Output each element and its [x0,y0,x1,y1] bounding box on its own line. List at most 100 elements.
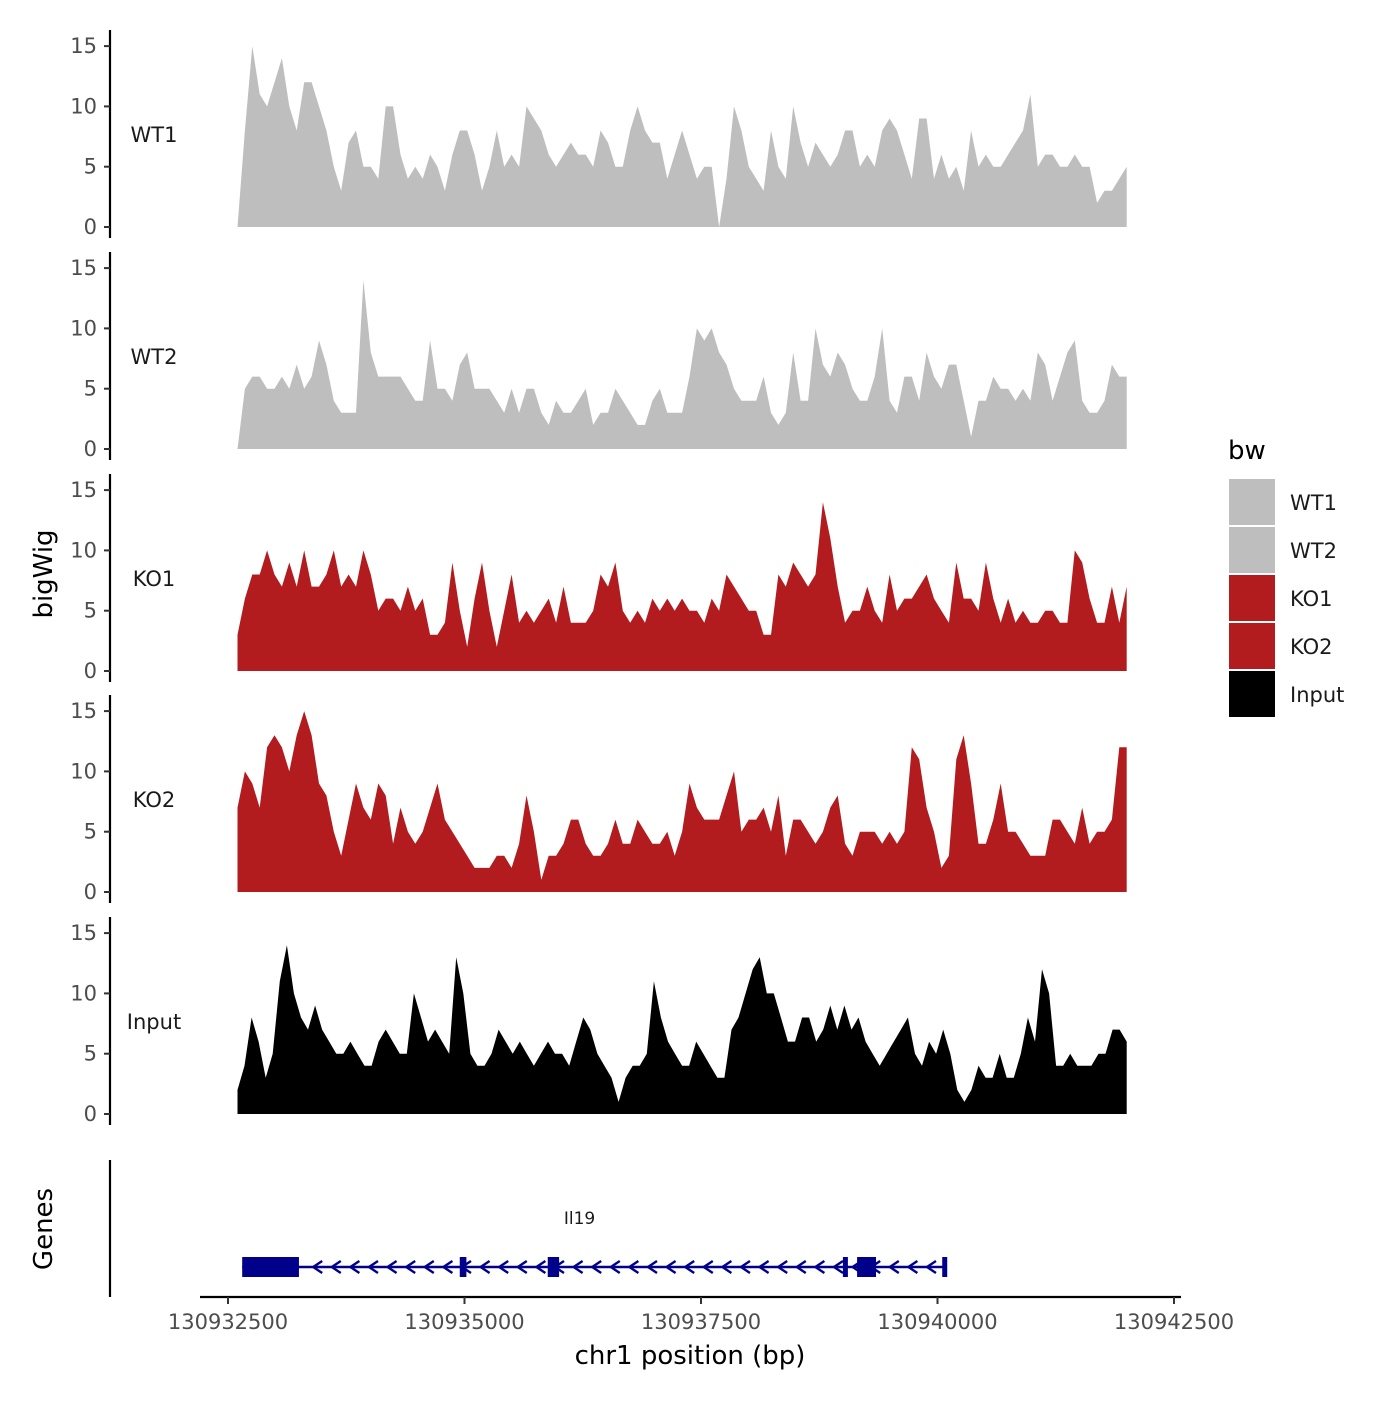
legend-item-wt1: WT1 [1229,479,1337,525]
y-tick-label: 15 [70,256,97,280]
y-tick-label: 0 [84,215,97,239]
y-tick-label: 15 [70,921,97,945]
strand-arrow [664,1260,677,1274]
legend-label: KO2 [1290,635,1333,659]
y-tick-label: 15 [70,34,97,58]
legend-item-input: Input [1229,671,1344,717]
strand-arrow [608,1260,621,1274]
legend-item-ko2: KO2 [1229,623,1333,669]
strand-arrow [515,1260,528,1274]
x-tick-label: 130935000 [404,1310,524,1334]
y-tick-label: 0 [84,880,97,904]
strand-arrow [385,1260,398,1274]
legend: WT1 WT2 KO1 KO2 Input [1229,479,1344,717]
strand-arrow [794,1260,807,1274]
gene-panel: Il19 [108,1160,948,1297]
strand-arrow [441,1260,454,1274]
track-label-ko1: KO1 [133,567,176,591]
strand-arrow [311,1260,323,1274]
y-tick-label: 10 [70,94,97,118]
strand-arrows [311,1260,937,1274]
legend-label: WT2 [1290,539,1337,563]
coverage-area-input [237,945,1127,1114]
strand-arrow [590,1260,602,1274]
strand-arrow [422,1260,435,1274]
legend-swatch [1229,671,1275,717]
strand-arrow [627,1260,640,1274]
x-axis-title: chr1 position (bp) [575,1341,806,1371]
strand-arrow [497,1260,509,1274]
y-tick-label: 10 [70,538,97,562]
track-ko1: 0 5 10 15 KO1 [70,474,1127,683]
y-tick-label: 5 [84,1042,97,1066]
y-tick-label: 5 [84,377,97,401]
x-tick-label: 130940000 [877,1310,997,1334]
legend-swatch [1229,575,1275,621]
legend-item-wt2: WT2 [1229,527,1337,573]
track-label-ko2: KO2 [133,788,176,812]
strand-arrow [701,1260,714,1274]
y-tick-label: 0 [84,1102,97,1126]
y-tick-label: 5 [84,599,97,623]
y-tick-label: 10 [70,759,97,783]
gene-exon [857,1257,877,1277]
x-tick-label: 130937500 [641,1310,761,1334]
strand-arrow [478,1260,491,1274]
legend-label: KO1 [1290,587,1333,611]
y-tick-label: 5 [84,155,97,179]
strand-arrow [571,1260,584,1274]
coverage-area-wt1 [237,46,1127,227]
gene-exon [842,1257,848,1277]
x-tick-label: 130932500 [168,1310,288,1334]
strand-arrow [887,1260,900,1274]
strand-arrow [906,1260,919,1274]
coverage-area-ko1 [237,502,1127,671]
x-tick-label: 130942500 [1114,1310,1234,1334]
legend-swatch [1229,479,1275,525]
coverage-tracks: 0 5 10 15 WT1 0 5 10 15 WT2 0 5 10 15 KO1 0 5 10 15 KO2 0 5 10… [70,30,1127,1126]
coverage-area-ko2 [237,711,1127,892]
strand-arrow [720,1260,733,1274]
track-input: 0 5 10 15 Input [70,917,1127,1126]
y-axis-title: bigWig [29,529,59,618]
strand-arrow [683,1260,695,1274]
strand-arrow [404,1260,416,1274]
strand-arrow [924,1260,937,1274]
strand-arrow [366,1260,379,1274]
track-label-wt1: WT1 [131,123,178,147]
strand-arrow [329,1260,342,1274]
coverage-area-wt2 [237,280,1127,449]
track-wt2: 0 5 10 15 WT2 [70,252,1127,461]
track-ko2: 0 5 10 15 KO2 [70,695,1127,904]
legend-swatch [1229,623,1275,669]
y-tick-label: 10 [70,981,97,1005]
strand-arrow [831,1260,844,1274]
y-tick-label: 15 [70,478,97,502]
y-tick-label: 0 [84,659,97,683]
y-tick-label: 15 [70,699,97,723]
track-wt1: 0 5 10 15 WT1 [70,30,1127,239]
gene-exon [459,1257,467,1277]
strand-arrow [776,1260,788,1274]
track-label-wt2: WT2 [131,345,178,369]
x-axis: 130932500 130935000 130937500 130940000 1309… [168,1295,1234,1334]
y-tick-label: 10 [70,316,97,340]
gene-exon [547,1257,560,1277]
track-label-input: Input [127,1010,181,1034]
legend-item-ko1: KO1 [1229,575,1333,621]
legend-label: WT1 [1290,491,1337,515]
legend-label: Input [1290,683,1344,707]
strand-arrow [348,1260,361,1274]
y-tick-label: 0 [84,437,97,461]
gene-label: Il19 [564,1209,595,1229]
strand-arrow [757,1260,770,1274]
gene-exon [942,1257,948,1277]
strand-arrow [813,1260,826,1274]
genes-panel-title: Genes [29,1188,59,1270]
legend-title: bw [1228,436,1266,466]
y-tick-label: 5 [84,820,97,844]
gene-exon [242,1257,299,1277]
strand-arrow [534,1260,547,1274]
